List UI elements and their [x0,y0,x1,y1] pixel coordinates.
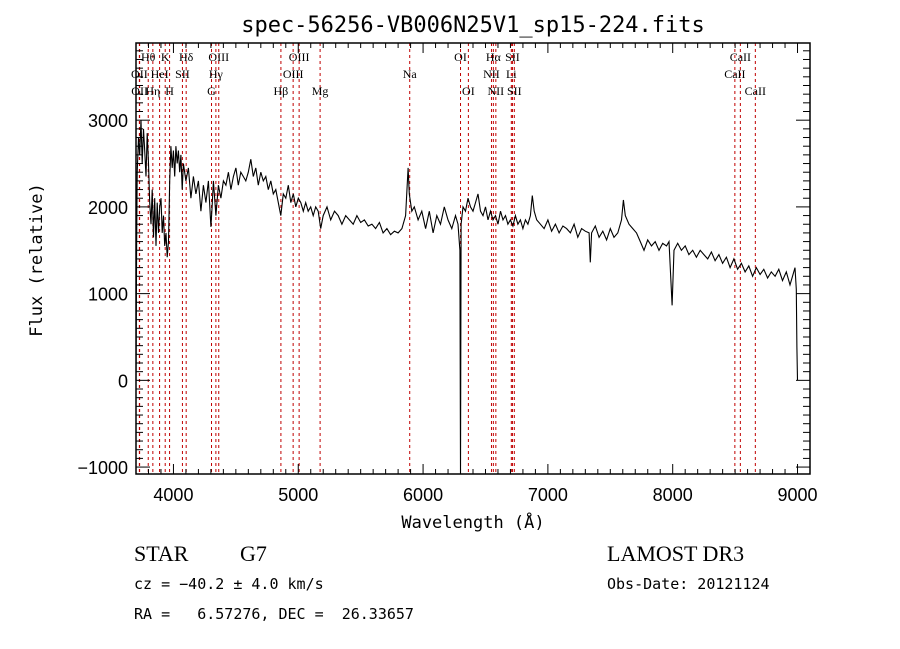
spectral-line-label: Hβ [274,84,289,98]
x-tick-label: 9000 [777,485,817,505]
y-tick-label: 3000 [88,111,128,131]
spectral-line-label: OI [462,84,475,98]
y-axis-label: Flux (relative) [27,183,47,337]
spectral-line-markers [138,43,756,474]
x-tick-label: 5000 [278,485,318,505]
survey-name: LAMOST DR3 [607,541,744,566]
spectral-line-label: OI [454,50,467,64]
spectral-line-label: HeI [151,67,169,81]
redshift-text: cz = −40.2 ± 4.0 km/s [134,575,324,593]
spectral-line-label: Hθ [141,50,156,64]
spectral-line-label: SII [507,84,522,98]
spectral-line-label: CaII [745,84,766,98]
object-subclass: G7 [240,541,267,566]
spectral-line-label: H [165,84,174,98]
spectral-line-label: Hα [486,50,502,64]
x-tick-label: 7000 [528,485,568,505]
spectral-line-label: CaII [730,50,751,64]
y-tick-label: 2000 [88,198,128,218]
spectral-line-label: NII [488,84,505,98]
object-class: STAR [134,541,189,566]
y-tick-label: 1000 [88,285,128,305]
spectral-line-label: OII [131,67,148,81]
spectral-line-label: OIII [289,50,310,64]
spectral-line-label: OIII [208,50,229,64]
spectral-line-label: K [161,50,170,64]
spectral-line-label: Hη [145,84,160,98]
spectral-line-label: SII [175,67,190,81]
axis-ticks [135,43,811,474]
coordinates-text: RA = 6.57276, DEC = 26.33657 [134,605,414,623]
obs-date-text: Obs-Date: 20121124 [607,575,770,593]
y-tick-label: 0 [118,371,128,391]
plot-frame [135,42,811,475]
spectral-line-label: G [207,84,216,98]
x-tick-label: 8000 [653,485,693,505]
spectral-line-label: OIII [283,67,304,81]
chart-title: spec-56256-VB006N25V1_sp15-224.fits [241,13,705,38]
spectral-line-label: Li [506,67,517,81]
spectral-line-label: CaII [724,67,745,81]
spectrum-line [135,120,799,475]
spectral-line-label: Na [403,67,418,81]
x-tick-label: 6000 [403,485,443,505]
spectral-line-label: NII [483,67,500,81]
spectral-line-label: Hδ [179,50,194,64]
spectral-line-label: SII [505,50,520,64]
spectral-line-label: Mg [312,84,329,98]
y-tick-label: −1000 [77,458,128,478]
y-tick-labels: −1000 0 1000 2000 3000 [77,111,128,478]
spectral-line-label: Hγ [209,67,224,81]
x-tick-label: 4000 [153,485,193,505]
x-axis-label: Wavelength (Å) [401,511,544,533]
x-tick-labels: 4000 5000 6000 7000 8000 9000 [153,485,817,505]
